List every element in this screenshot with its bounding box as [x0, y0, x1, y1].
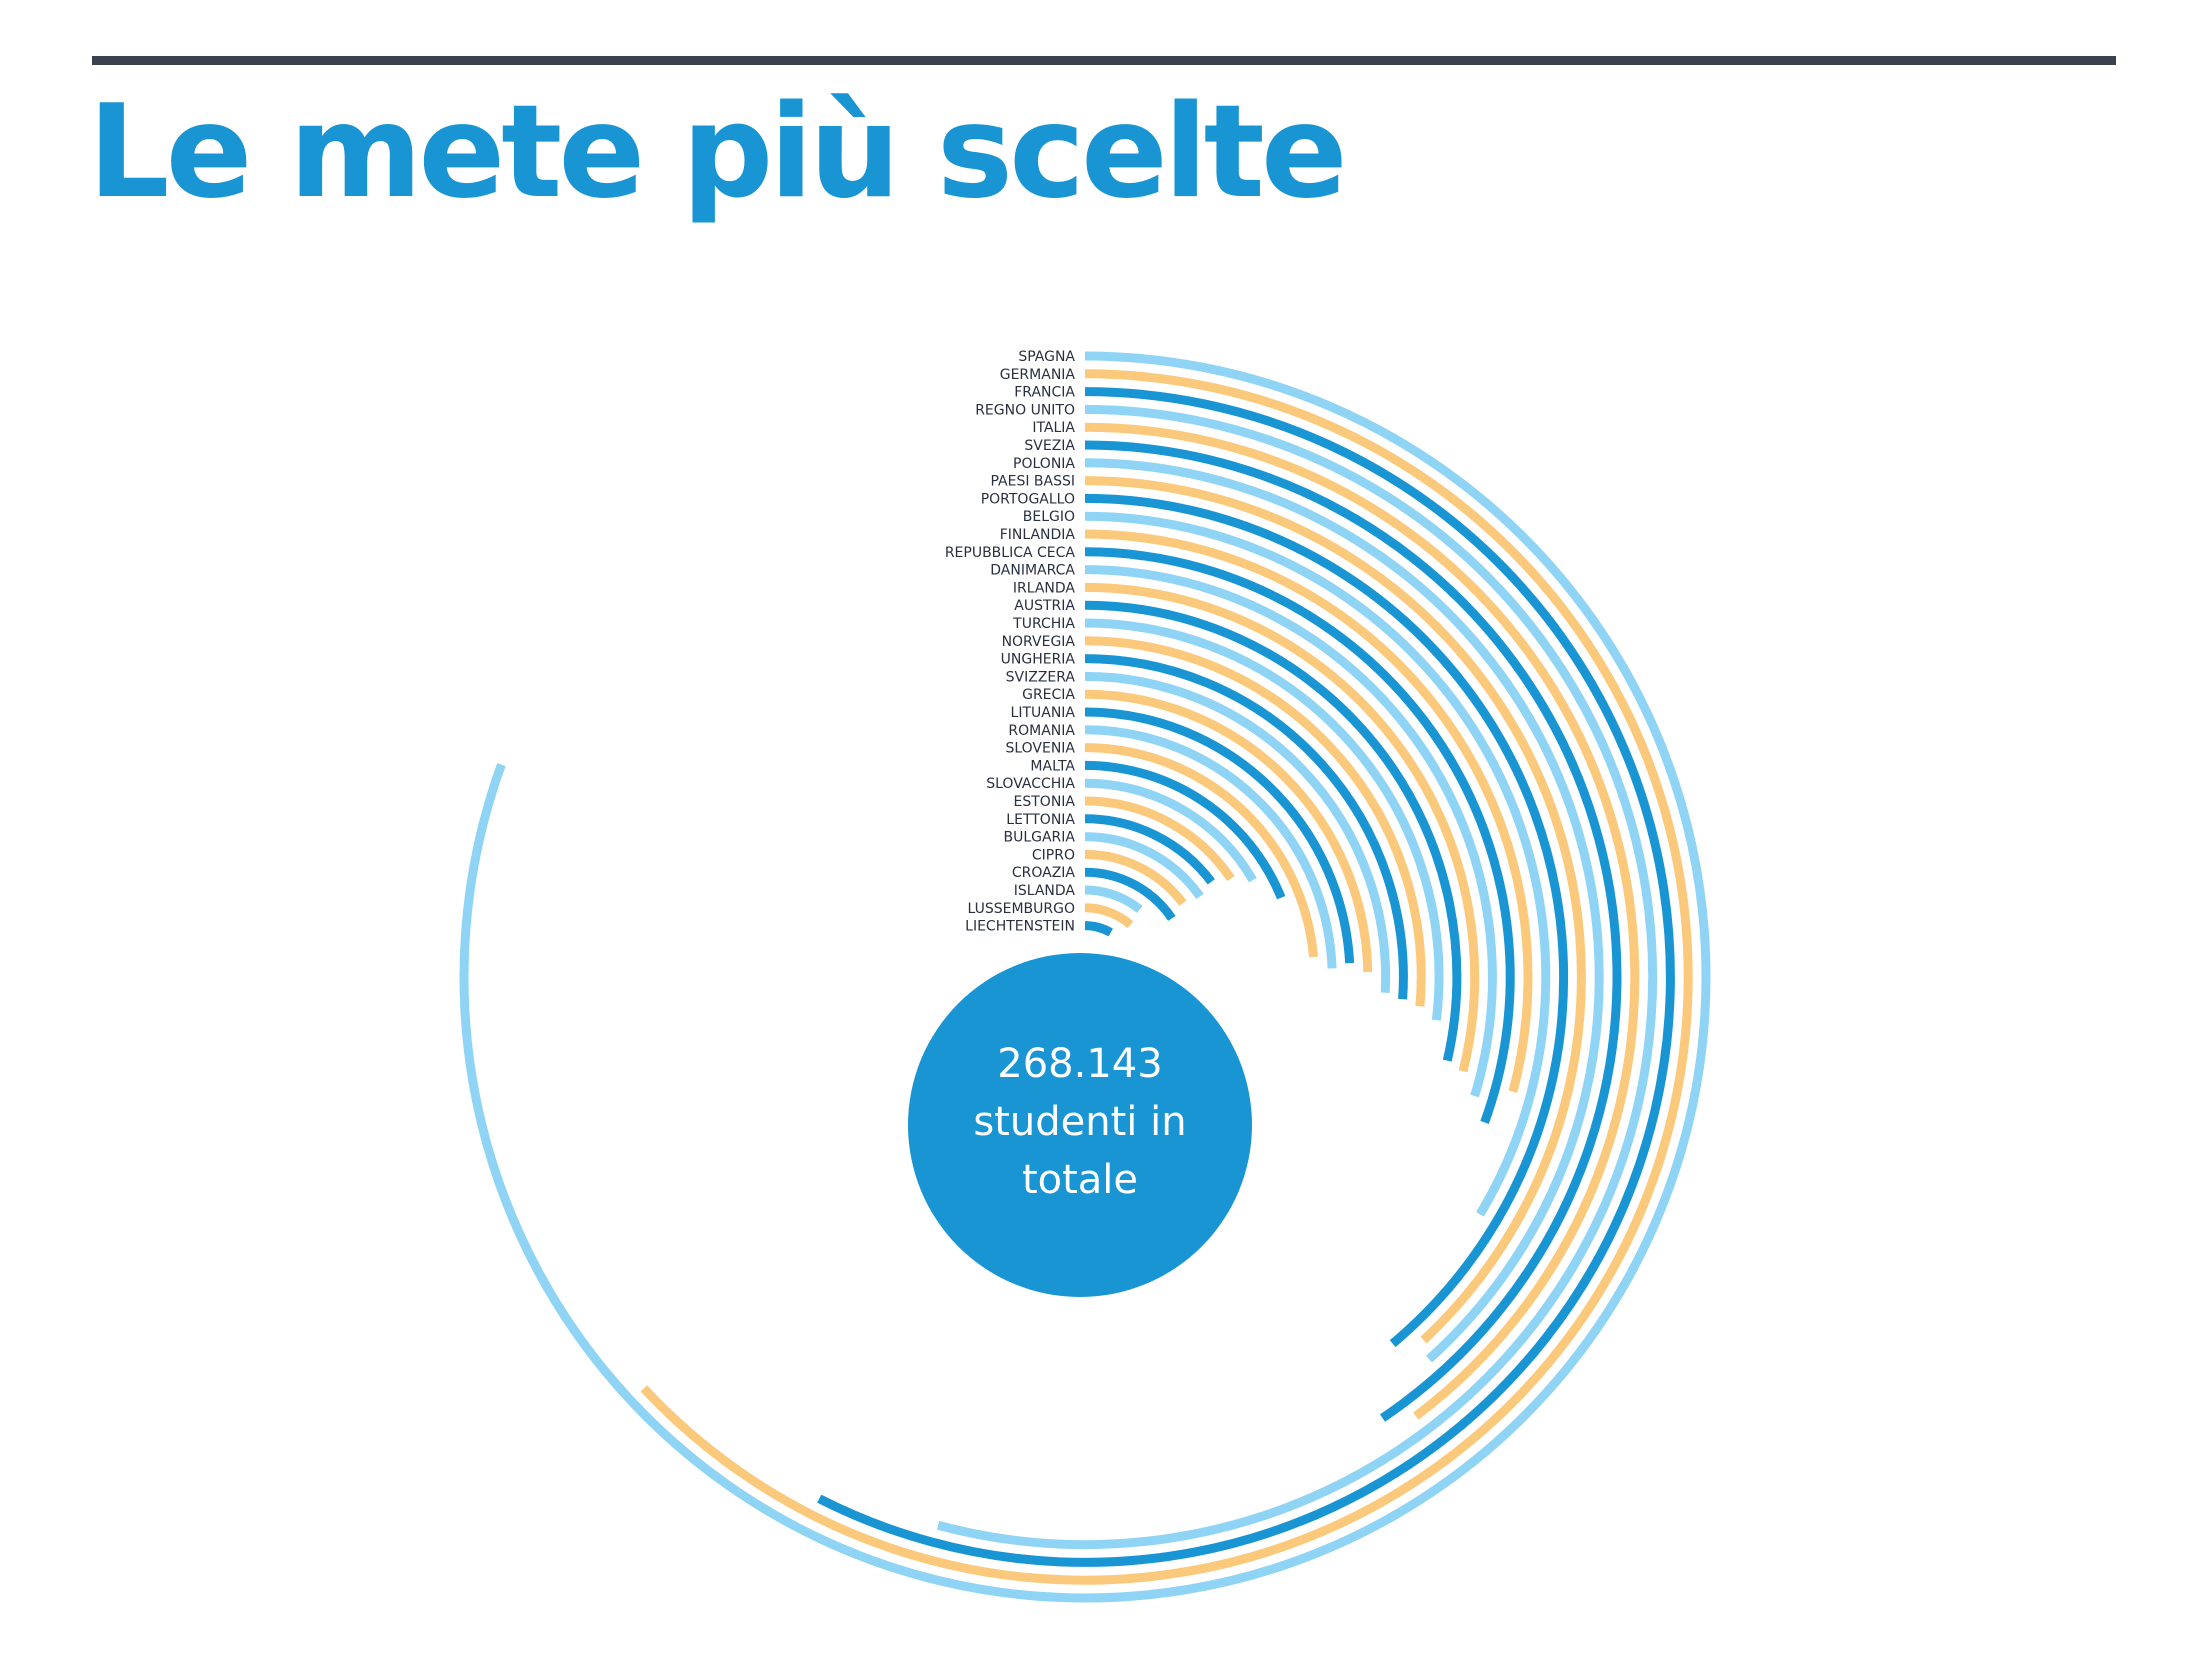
label-norvegia: NORVEGIA [1002, 634, 1076, 650]
arc-romania [1084, 725, 1337, 969]
label-paesi-bassi: PAESI BASSI [990, 474, 1075, 490]
arc-estonia [1084, 796, 1235, 882]
arc-irlanda [1084, 582, 1480, 1073]
label-spagna: SPAGNA [1018, 349, 1075, 365]
arc-paesi-bassi [1084, 476, 1586, 1344]
arc-austria [1084, 600, 1462, 1062]
page-title: Le mete più scelte [88, 78, 1348, 227]
label-ungheria: UNGHERIA [1001, 652, 1076, 668]
label-islanda: ISLANDA [1014, 883, 1076, 899]
arc-repubblica-ceca [1084, 547, 1515, 1124]
label-austria: AUSTRIA [1014, 598, 1075, 614]
label-romania: ROMANIA [1008, 723, 1075, 739]
arc-polonia [1084, 458, 1604, 1363]
label-lussemburgo: LUSSEMBURGO [968, 901, 1076, 917]
label-danimarca: DANIMARCA [990, 563, 1075, 579]
label-croazia: CROAZIA [1012, 865, 1076, 881]
arc-norvegia [1084, 636, 1426, 1007]
label-svizzera: SVIZZERA [1006, 669, 1076, 685]
label-turchia: TURCHIA [1012, 616, 1075, 632]
arc-spagna [459, 351, 1711, 1603]
arc-danimarca [1084, 565, 1497, 1098]
center-caption-line-2: totale [1022, 1157, 1138, 1203]
label-bulgaria: BULGARIA [1003, 830, 1075, 846]
arc-lituania [1084, 707, 1355, 964]
arc-italia [1084, 422, 1640, 1420]
label-germania: GERMANIA [1000, 367, 1076, 383]
arc-turchia [1084, 618, 1444, 1021]
arc-svezia [1084, 440, 1622, 1422]
center-value: 268.143 [997, 1041, 1162, 1087]
label-francia: FRANCIA [1014, 385, 1075, 401]
arc-slovenia [1084, 743, 1319, 958]
label-portogallo: PORTOGALLO [981, 491, 1075, 507]
label-lettonia: LETTONIA [1006, 812, 1075, 828]
center-caption-line-1: studenti in [973, 1099, 1186, 1145]
label-repubblica-ceca: REPUBBLICA CECA [945, 545, 1076, 561]
label-regno-unito: REGNO UNITO [975, 402, 1075, 418]
arc-cipro [1084, 849, 1187, 906]
arc-germania [640, 369, 1693, 1585]
label-finlandia: FINLANDIA [1000, 527, 1076, 543]
arc-croazia [1084, 867, 1176, 921]
arc-belgio [1084, 511, 1551, 1217]
arc-islanda [1084, 885, 1143, 913]
label-irlanda: IRLANDA [1013, 580, 1076, 596]
arc-svizzera [1084, 671, 1391, 993]
label-grecia: GRECIA [1022, 687, 1075, 703]
arc-lettonia [1084, 814, 1215, 885]
top-rule [92, 56, 2116, 65]
label-lituania: LITUANIA [1011, 705, 1076, 721]
arc-malta [1084, 760, 1286, 900]
label-cipro: CIPRO [1032, 847, 1075, 863]
label-polonia: POLONIA [1013, 456, 1075, 472]
label-slovenia: SLOVENIA [1005, 741, 1075, 757]
arc-bulgaria [1084, 832, 1204, 900]
label-svezia: SVEZIA [1024, 438, 1075, 454]
arc-slovacchia [1084, 778, 1257, 883]
arc-portogallo [1084, 493, 1569, 1348]
label-slovacchia: SLOVACCHIA [986, 776, 1075, 792]
arc-liechtenstein [1084, 921, 1113, 937]
center-circle [908, 953, 1252, 1297]
arcs-group [459, 351, 1711, 1603]
label-liechtenstein: LIECHTENSTEIN [965, 919, 1075, 935]
arc-finlandia [1084, 529, 1533, 1093]
label-belgio: BELGIO [1023, 509, 1075, 525]
arc-francia [817, 387, 1675, 1567]
arc-ungheria [1084, 654, 1408, 1000]
arc-regno-unito [936, 404, 1658, 1550]
arc-lussemburgo [1084, 903, 1134, 929]
label-italia: ITALIA [1032, 420, 1075, 436]
label-malta: MALTA [1030, 758, 1075, 774]
label-estonia: ESTONIA [1014, 794, 1076, 810]
arc-grecia [1084, 689, 1373, 973]
